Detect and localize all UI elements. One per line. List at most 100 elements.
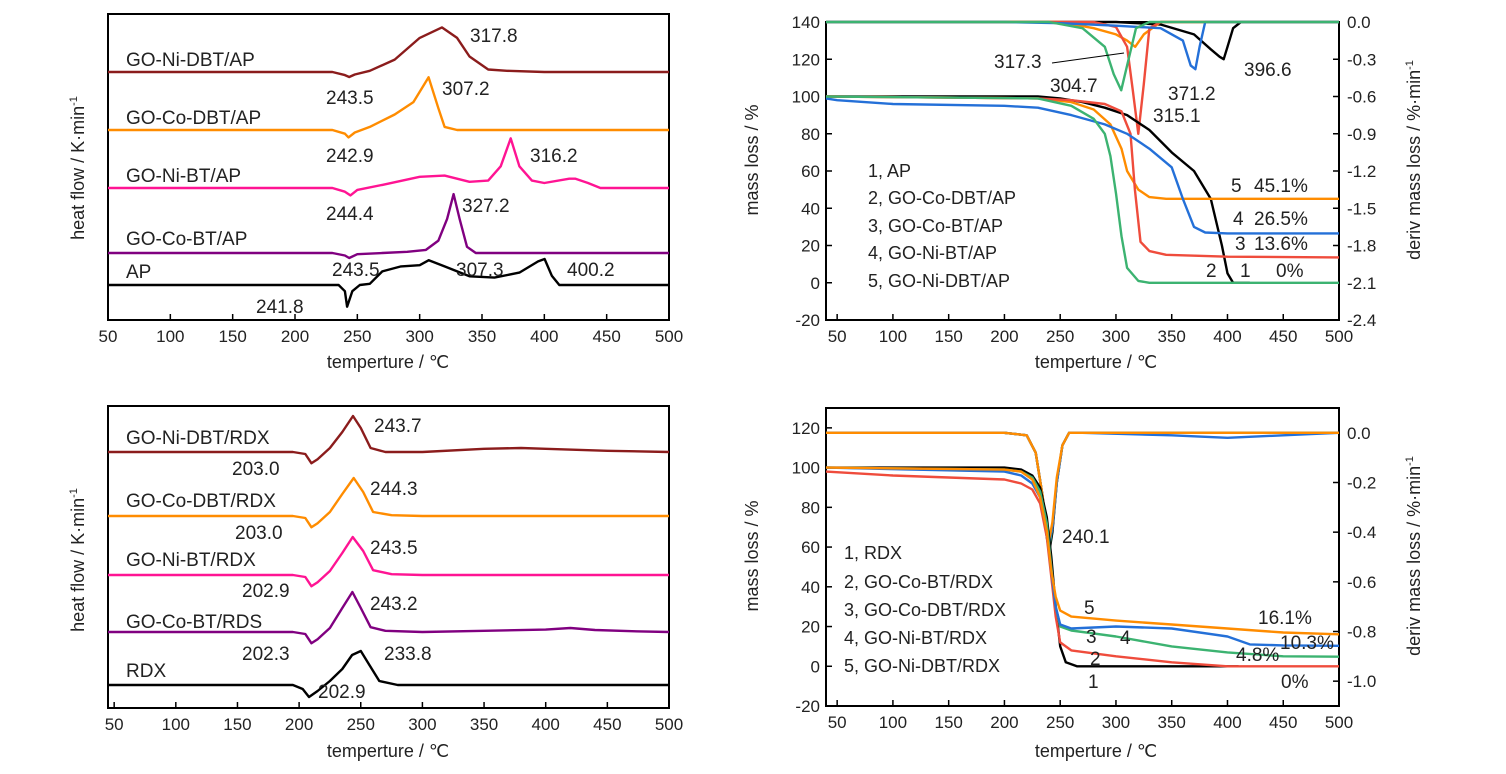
tg-rdx-ytick-label-60: 60	[801, 538, 820, 557]
tg-rdx-legend-1: 2, GO-Co-BT/RDX	[844, 572, 993, 592]
tg-rdx-xtick-label-300: 300	[1102, 713, 1130, 732]
dsc-ap-xtick-label-400: 400	[530, 327, 558, 346]
tg-rdx-end-pct-4: 0%	[1281, 672, 1309, 693]
dsc-ap-xtick-label-150: 150	[218, 327, 246, 346]
dsc-ap-curve-go-co-bt-ap	[108, 192, 669, 260]
tg-rdx-ticks: 50 100 150 200 250 300 350 400 450 500 -20 0 20 40 60 8…	[792, 419, 1377, 732]
tg-rdx-legend-4: 5, GO-Ni-DBT/RDX	[844, 656, 1000, 676]
dsc-ap-ylabel-sup: -1	[68, 96, 80, 106]
tg-ap-xtick-label-100: 100	[879, 327, 907, 346]
tg-ap-xtick-label-500: 500	[1325, 327, 1353, 346]
tg-rdx-panel: 50 100 150 200 250 300 350 400 450 500 -20 0 20 40 60 8…	[742, 407, 1424, 761]
tg-ap-end-pct-0: 45.1%	[1254, 176, 1308, 197]
tg-rdx-end-num-3: 2	[1090, 649, 1101, 670]
tg-rdx-legend-3: 4, GO-Ni-BT/RDX	[844, 628, 987, 648]
dsc-rdx-xtick-label-350: 350	[470, 715, 498, 734]
tg-ap-curves	[825, 20, 1340, 284]
tg-ap-ylabel2: deriv mass loss / %·min-1	[1404, 60, 1424, 260]
dsc-ap-ann-0: 317.8	[470, 26, 518, 47]
tg-ap-dtg-curve-go-ni-dbt-ap	[826, 20, 1339, 92]
tg-ap-panel: 50 100 150 200 250 300 350 400 450 500 -20 0 20 40 60 8…	[742, 13, 1424, 372]
tg-ap-dtg-curve-go-co-dbt-ap	[826, 20, 1339, 48]
dsc-ap-ann-2: 307.2	[442, 79, 490, 100]
dsc-ap-panel: 50 100 150 200 250 300 350 400 450 500 temperture…	[68, 13, 683, 372]
dsc-ap-xlabel: temperture / ℃	[327, 352, 449, 372]
tg-ap-y2tick-label-2: -0.6	[1347, 88, 1376, 107]
tg-ap-y2tick-label-3: -0.9	[1347, 125, 1376, 144]
dsc-rdx-xtick-label-300: 300	[408, 715, 436, 734]
tg-ap-end-num-4: 1	[1240, 261, 1251, 282]
tg-ap-xtick-label-200: 200	[990, 327, 1018, 346]
dsc-ap-curve-ap	[108, 257, 669, 308]
dsc-ap-frame	[107, 13, 670, 321]
dsc-rdx-xtick-label-100: 100	[162, 715, 190, 734]
dsc-rdx-frame	[107, 405, 670, 709]
dsc-rdx-curve-rdx	[108, 649, 669, 699]
dsc-rdx-ann-0: 243.7	[374, 416, 422, 437]
tg-ap-ytick-label-40: 40	[801, 199, 820, 218]
tg-rdx-ann-0: 240.1	[1062, 527, 1110, 548]
tg-rdx-end-num-4: 1	[1088, 672, 1099, 693]
dsc-rdx-ann-2: 244.3	[370, 479, 418, 500]
tg-rdx-end-pct-0: 16.1%	[1258, 608, 1312, 629]
tg-rdx-xtick-label-200: 200	[990, 713, 1018, 732]
tg-ap-tg-curve-go-co-bt-ap	[825, 95, 1340, 259]
tg-rdx-xtick-label-50: 50	[828, 713, 847, 732]
dsc-rdx-xtick-label-250: 250	[347, 715, 375, 734]
tg-rdx-end-pct-1: 10.3%	[1280, 633, 1334, 654]
tg-rdx-ytick-label-80: 80	[801, 498, 820, 517]
tg-rdx-end-num-0: 5	[1084, 598, 1095, 619]
tg-ap-ytick-label-80: 80	[801, 125, 820, 144]
tg-rdx-y2tick-label-5: -1.0	[1347, 672, 1376, 691]
dsc-ap-ylabel-main: heat flow / K·min	[68, 106, 88, 240]
dsc-ap-label-4: AP	[126, 262, 151, 283]
tg-ap-tg-curve-go-ni-bt-ap	[825, 97, 1339, 235]
dsc-rdx-ann-6: 243.2	[370, 594, 418, 615]
dsc-rdx-curves	[108, 414, 670, 699]
tg-rdx-ytick-label--20: -20	[795, 697, 820, 716]
dsc-rdx-curve-go-co-bt-rds	[108, 590, 670, 645]
dsc-rdx-xtick-label-400: 400	[532, 715, 560, 734]
tg-ap-ann-0: 317.3	[994, 52, 1042, 73]
tg-ap-y2tick-label-5: -1.5	[1347, 199, 1376, 218]
dsc-ap-ann-9: 400.2	[567, 260, 615, 281]
dsc-rdx-panel: 50 100 150 200 250 300 350 400 450 500 temperture…	[68, 405, 683, 761]
dsc-rdx-ylabel-main: heat flow / K·min	[68, 498, 88, 632]
tg-rdx-frame	[825, 407, 1340, 707]
tg-rdx-xtick-label-150: 150	[934, 713, 962, 732]
tg-ap-legend-0: 1, AP	[868, 161, 911, 181]
dsc-rdx-xtick-label-150: 150	[223, 715, 251, 734]
dsc-rdx-label-1: GO-Co-DBT/RDX	[126, 491, 276, 512]
tg-ap-ann-4: 396.6	[1244, 60, 1292, 81]
dsc-ap-ann-7: 243.5	[332, 260, 380, 281]
tg-rdx-xtick-label-450: 450	[1269, 713, 1297, 732]
dsc-ap-xtick-label-50: 50	[99, 327, 118, 346]
dsc-rdx-ann-1: 203.0	[232, 459, 280, 480]
dsc-ap-ann-8: 307.3	[456, 260, 504, 281]
tg-rdx-y2tick-label-2: -0.4	[1347, 523, 1376, 542]
tg-ap-ylabel2-main: deriv mass loss / %·min	[1404, 70, 1424, 260]
dsc-ap-label-0: GO-Ni-DBT/AP	[126, 50, 255, 71]
dsc-ap-xtick-label-250: 250	[343, 327, 371, 346]
tg-ap-xlabel: temperture / ℃	[1035, 352, 1157, 372]
tg-ap-legend-1: 2, GO-Co-DBT/AP	[868, 188, 1016, 208]
dsc-rdx-curve-go-ni-bt-rdx	[108, 535, 669, 588]
tg-rdx-end-pct-2: 4.8%	[1236, 645, 1279, 666]
dsc-rdx-ann-3: 203.0	[235, 523, 283, 544]
tg-ap-ytick-label-20: 20	[801, 237, 820, 256]
tg-rdx-ytick-label-0: 0	[811, 657, 820, 676]
dsc-rdx-ylabel-sup: -1	[68, 488, 80, 498]
tg-rdx-tg-curve-go-ni-bt-rdx	[825, 466, 1340, 647]
dsc-ap-xtick-label-300: 300	[405, 327, 433, 346]
tg-ap-ytick-label-60: 60	[801, 162, 820, 181]
dsc-ap-ann-5: 244.4	[326, 204, 374, 225]
tg-rdx-legend-0: 1, RDX	[844, 543, 902, 563]
tg-ap-ylabel2-sup: -1	[1404, 60, 1416, 70]
tg-ap-y2tick-label-6: -1.8	[1347, 237, 1376, 256]
dsc-ap-curves	[108, 26, 669, 308]
tg-ap-end-pct-4: 0%	[1276, 261, 1304, 282]
tg-rdx-curves	[825, 431, 1340, 668]
tg-ap-xtick-label-400: 400	[1213, 327, 1241, 346]
tg-ap-tg-curve-go-ni-dbt-ap	[825, 95, 1339, 284]
